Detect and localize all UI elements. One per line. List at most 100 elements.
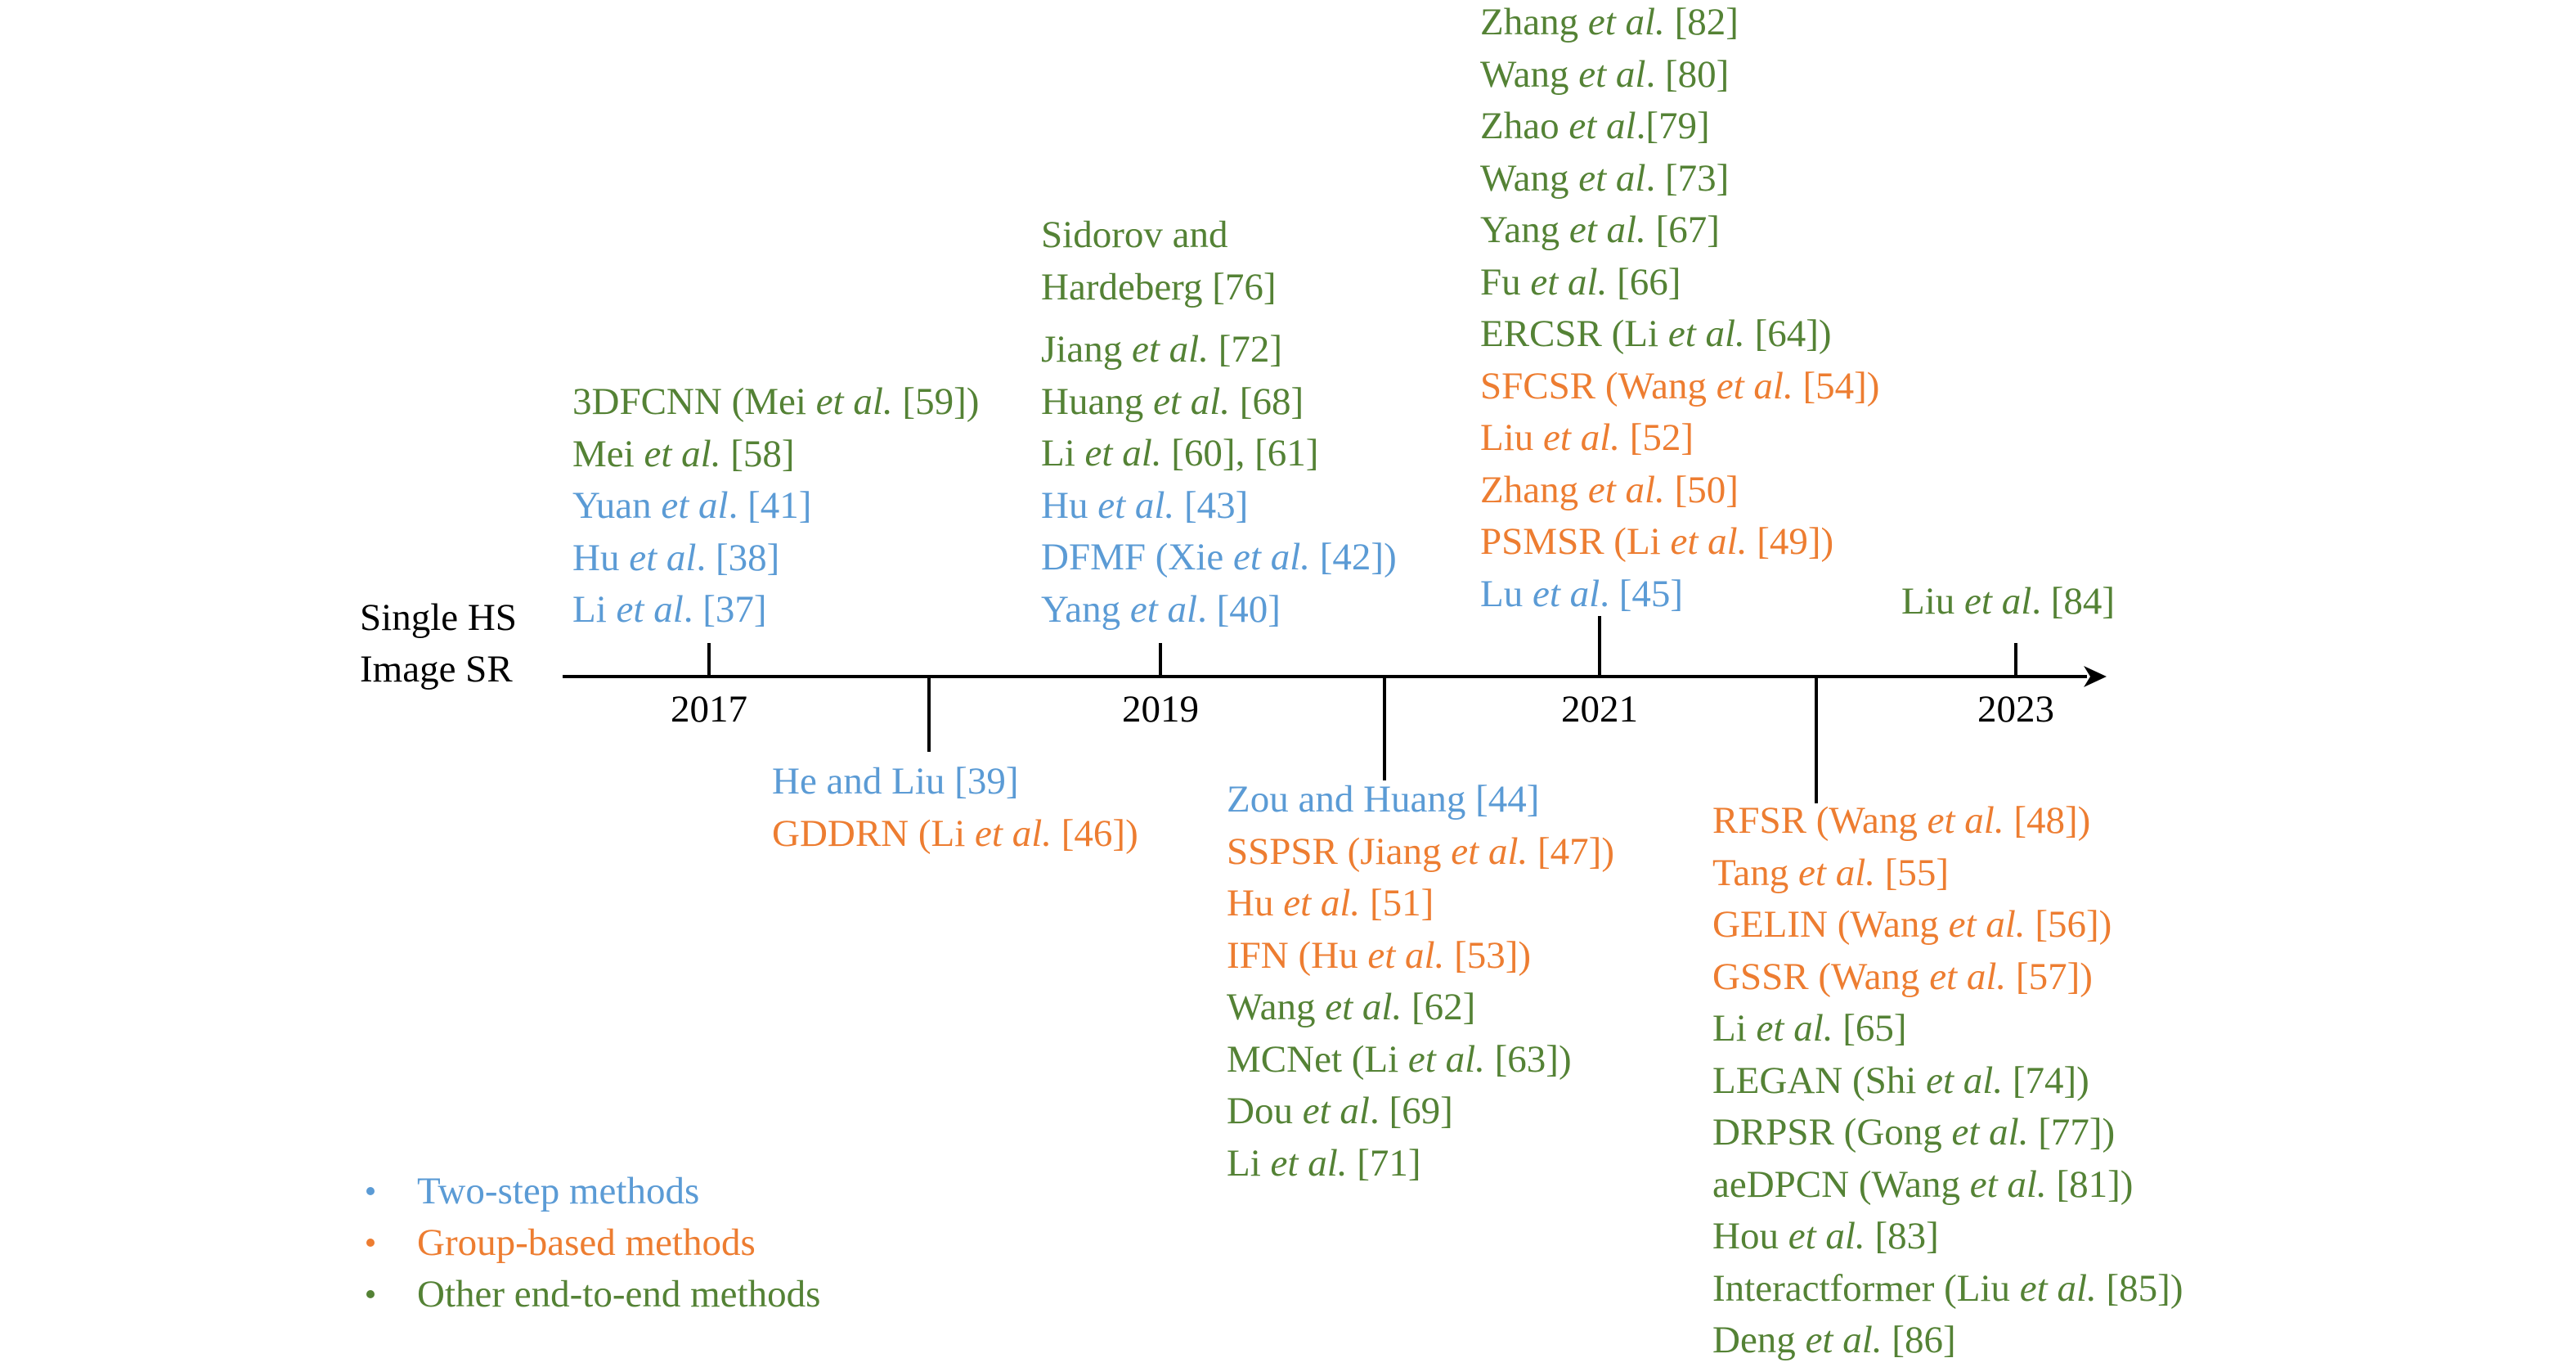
method-entry-text: Hu bbox=[1227, 882, 1284, 924]
method-entry-text: .[79] bbox=[1636, 105, 1710, 147]
method-entry-text: Hu bbox=[1041, 483, 1098, 527]
method-entry-text: [68] bbox=[1230, 380, 1304, 423]
method-entry: Hardeberg [76] bbox=[1041, 262, 1277, 314]
method-entry-italic: et al. bbox=[1670, 520, 1748, 563]
method-entry-text: . [41] bbox=[728, 484, 812, 527]
method-entry-italic: et al. bbox=[1451, 830, 1528, 873]
method-entry-text: DRPSR (Gong bbox=[1712, 1111, 1952, 1153]
method-entry-text: Zhao bbox=[1480, 105, 1569, 147]
method-entry: Liu et al. [84] bbox=[1901, 576, 2115, 628]
method-entry: PSMSR (Li et al. [49]) bbox=[1480, 516, 1879, 569]
method-entry-text: Li bbox=[572, 588, 617, 631]
method-entry-italic: et al. bbox=[1233, 536, 1311, 578]
method-entry-italic: et al. bbox=[1716, 364, 1793, 407]
method-entry-text: [62] bbox=[1402, 986, 1476, 1028]
timeline-arrowhead bbox=[2084, 666, 2107, 687]
legend-bullet-icon bbox=[366, 1239, 375, 1248]
method-entry-italic: et al. bbox=[1667, 313, 1745, 355]
method-entry: Hu et al. [51] bbox=[1227, 878, 1614, 930]
method-entry: Dou et al. [69] bbox=[1227, 1086, 1614, 1138]
method-entry-text: aeDPCN (Wang bbox=[1712, 1162, 1970, 1206]
year-label-2019: 2019 bbox=[1122, 688, 1199, 731]
method-entry-text: Wang bbox=[1480, 156, 1579, 200]
method-entry: Mei et al. [58] bbox=[572, 429, 979, 481]
method-entry-text: Dou bbox=[1227, 1090, 1303, 1132]
method-entry-italic: et al. bbox=[1969, 1162, 2047, 1206]
method-entry: Zou and Huang [44] bbox=[1227, 774, 1614, 826]
method-entry: LEGAN (Shi et al. [74]) bbox=[1712, 1055, 2183, 1108]
method-entry-text: [85]) bbox=[2096, 1266, 2183, 1310]
year-label-2023: 2023 bbox=[1977, 688, 2054, 731]
method-entry-text: ERCSR (Li bbox=[1480, 313, 1668, 355]
method-entry: Huang et al. [68] bbox=[1041, 376, 1397, 429]
method-entry-text: Hu bbox=[572, 536, 630, 579]
method-entry-italic: et al. bbox=[1805, 1319, 1883, 1361]
method-entry-italic: et al. bbox=[1948, 903, 2026, 946]
method-entry-italic: et al bbox=[1578, 156, 1646, 200]
method-entry-text: DFMF (Xie bbox=[1041, 536, 1234, 578]
method-entry-text: PSMSR (Li bbox=[1480, 520, 1671, 563]
method-entry-text: MCNet (Li bbox=[1227, 1037, 1408, 1081]
method-entry-italic: et al bbox=[1578, 52, 1646, 96]
method-entry-text: [51] bbox=[1360, 882, 1434, 924]
method-entry: Yang et al. [40] bbox=[1041, 584, 1397, 636]
method-entry-text: [64]) bbox=[1744, 313, 1832, 355]
method-entry-text: [49]) bbox=[1747, 520, 1834, 563]
method-entry-italic: et al bbox=[661, 484, 729, 527]
method-entry-text: [57]) bbox=[2006, 955, 2093, 998]
method-entry-italic: et al. bbox=[1367, 933, 1445, 977]
method-entry: Tang et al. [55] bbox=[1712, 848, 2183, 900]
methods-2020: Zou and Huang [44] SSPSR (Jiang et al. [4… bbox=[1227, 774, 1614, 1189]
method-entry: Wang et al. [62] bbox=[1227, 982, 1614, 1034]
legend: Two-step methods Group-based methods Other… bbox=[366, 1166, 820, 1320]
method-entry: Interactformer (Liu et al. [85]) bbox=[1712, 1263, 2183, 1315]
title-line-2: Image SR bbox=[360, 648, 513, 690]
method-entry-text: Interactformer (Liu bbox=[1712, 1266, 2020, 1310]
method-entry-text: [56]) bbox=[2025, 903, 2112, 946]
method-entry: Li et al. [65] bbox=[1712, 1003, 2183, 1055]
method-entry: GDDRN (Li et al. [46]) bbox=[772, 808, 1138, 861]
method-entry-italic: et al bbox=[1568, 105, 1636, 147]
method-entry-text: . [69] bbox=[1369, 1090, 1453, 1132]
method-entry-text: Li bbox=[1712, 1007, 1757, 1050]
method-entry: He and Liu [39] bbox=[772, 756, 1138, 808]
method-entry-text: [77]) bbox=[2028, 1111, 2116, 1153]
legend-label: Other end-to-end methods bbox=[417, 1273, 821, 1315]
method-entry-italic: et al bbox=[629, 536, 697, 579]
method-entry: DRPSR (Gong et al. [77]) bbox=[1712, 1107, 2183, 1159]
method-entry: Zhang et al. [50] bbox=[1480, 465, 1879, 517]
method-entry: Yuan et al. [41] bbox=[572, 480, 979, 533]
method-entry-text: Zhang bbox=[1480, 468, 1588, 511]
legend-item: Other end-to-end methods bbox=[366, 1269, 820, 1320]
method-entry-text: [58] bbox=[720, 432, 795, 475]
method-entry: aeDPCN (Wang et al. [81]) bbox=[1712, 1159, 2183, 1212]
method-entry-italic: et al. bbox=[1270, 1141, 1348, 1185]
method-entry-text: [63]) bbox=[1484, 1037, 1572, 1081]
method-entry-text: [54]) bbox=[1793, 364, 1880, 407]
method-entry: SFCSR (Wang et al. [54]) bbox=[1480, 361, 1879, 413]
methods-2019: Jiang et al. [72] Huang et al. [68] Li et … bbox=[1041, 324, 1397, 636]
method-entry-text: GDDRN (Li bbox=[772, 812, 976, 855]
year-label-2021: 2021 bbox=[1561, 688, 1638, 731]
method-entry-italic: et al. bbox=[1951, 1111, 2029, 1153]
method-entry-text: [47]) bbox=[1528, 830, 1614, 873]
method-entry-text: [53]) bbox=[1444, 933, 1532, 977]
method-entry: Jiang et al. [72] bbox=[1041, 324, 1397, 376]
method-entry: Deng et al. [86] bbox=[1712, 1315, 2183, 1367]
method-entry: Wang et al. [80] bbox=[1480, 49, 1879, 101]
method-entry-text: . [80] bbox=[1645, 52, 1730, 96]
method-entry-text: Huang bbox=[1041, 380, 1154, 423]
title-line-1: Single HS bbox=[360, 596, 517, 639]
method-entry-italic: et al. bbox=[1587, 1, 1665, 43]
method-entry-text: Yang bbox=[1480, 209, 1569, 251]
diagram-title: Single HS Image SR bbox=[360, 592, 517, 695]
method-entry-text: [86] bbox=[1882, 1319, 1956, 1361]
method-entry: Hu et al. [38] bbox=[572, 533, 979, 585]
method-entry-italic: et al. bbox=[815, 380, 893, 423]
method-entry-italic: et al. bbox=[1407, 1037, 1485, 1081]
method-entry-text: . [40] bbox=[1197, 587, 1281, 631]
method-entry-text: IFN (Hu bbox=[1227, 933, 1368, 977]
method-entry-text: Hardeberg [76] bbox=[1041, 265, 1277, 308]
method-entry-text: RFSR (Wang bbox=[1712, 799, 1928, 842]
